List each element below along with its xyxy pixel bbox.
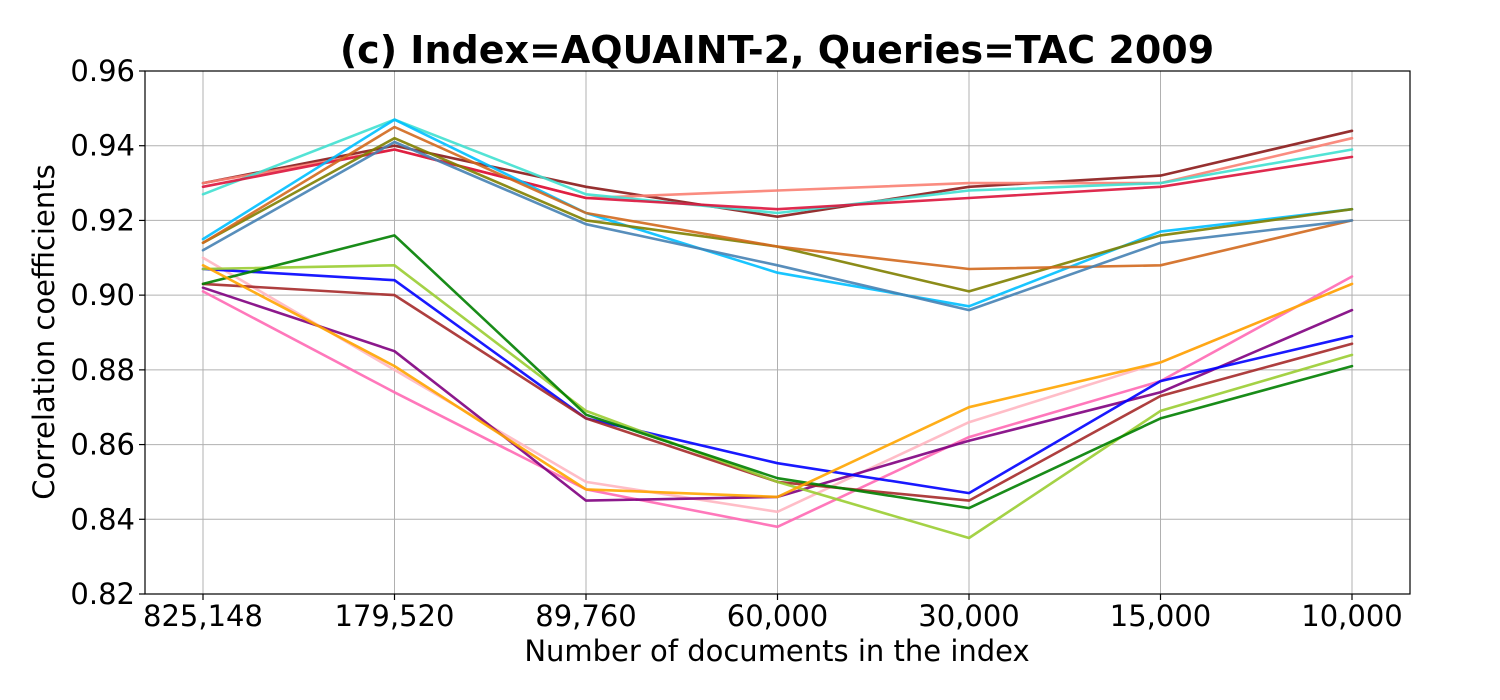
series-line-16 xyxy=(201,263,1354,499)
x-tick-label: 15,000 xyxy=(1110,599,1211,633)
series-lines xyxy=(201,118,1354,540)
x-tick-label: 179,520 xyxy=(335,599,455,633)
y-tick-label: 0.88 xyxy=(70,353,135,387)
x-tick-label: 60,000 xyxy=(727,599,828,633)
y-tick-label: 0.84 xyxy=(70,502,135,536)
y-axis-title: Correlation coefficients xyxy=(27,164,61,499)
series-line-4 xyxy=(201,148,1354,211)
series-line-5 xyxy=(201,118,1354,308)
series-line-7 xyxy=(201,125,1354,271)
grid-lines xyxy=(145,70,1410,595)
series-line-12 xyxy=(201,267,1354,495)
x-tick-label: 10,000 xyxy=(1301,599,1402,633)
y-tick-label: 0.92 xyxy=(70,203,135,237)
series-line-15 xyxy=(201,234,1354,510)
x-tick-label: 825,148 xyxy=(143,599,263,633)
y-tick-label: 0.90 xyxy=(70,278,135,312)
x-tick-label: 30,000 xyxy=(918,599,1019,633)
series-line-8 xyxy=(201,140,1354,312)
y-tick-label: 0.94 xyxy=(70,129,135,163)
x-axis: 825,148 179,520 89,760 60,000 30,000 15,000 10… xyxy=(143,594,1403,633)
x-axis-title: Number of documents in the index xyxy=(524,634,1029,668)
chart-title: (c) Index=AQUAINT-2, Queries=TAC 2009 xyxy=(340,28,1214,72)
y-tick-label: 0.86 xyxy=(70,428,135,462)
series-line-1 xyxy=(201,129,1354,218)
series-line-14 xyxy=(201,263,1354,540)
x-tick-label: 89,760 xyxy=(535,599,636,633)
y-axis: 0.82 0.84 0.86 0.88 0.90 0.92 0.94 0.96 xyxy=(70,54,145,611)
y-tick-label: 0.96 xyxy=(70,54,135,88)
y-tick-label: 0.82 xyxy=(70,577,135,611)
